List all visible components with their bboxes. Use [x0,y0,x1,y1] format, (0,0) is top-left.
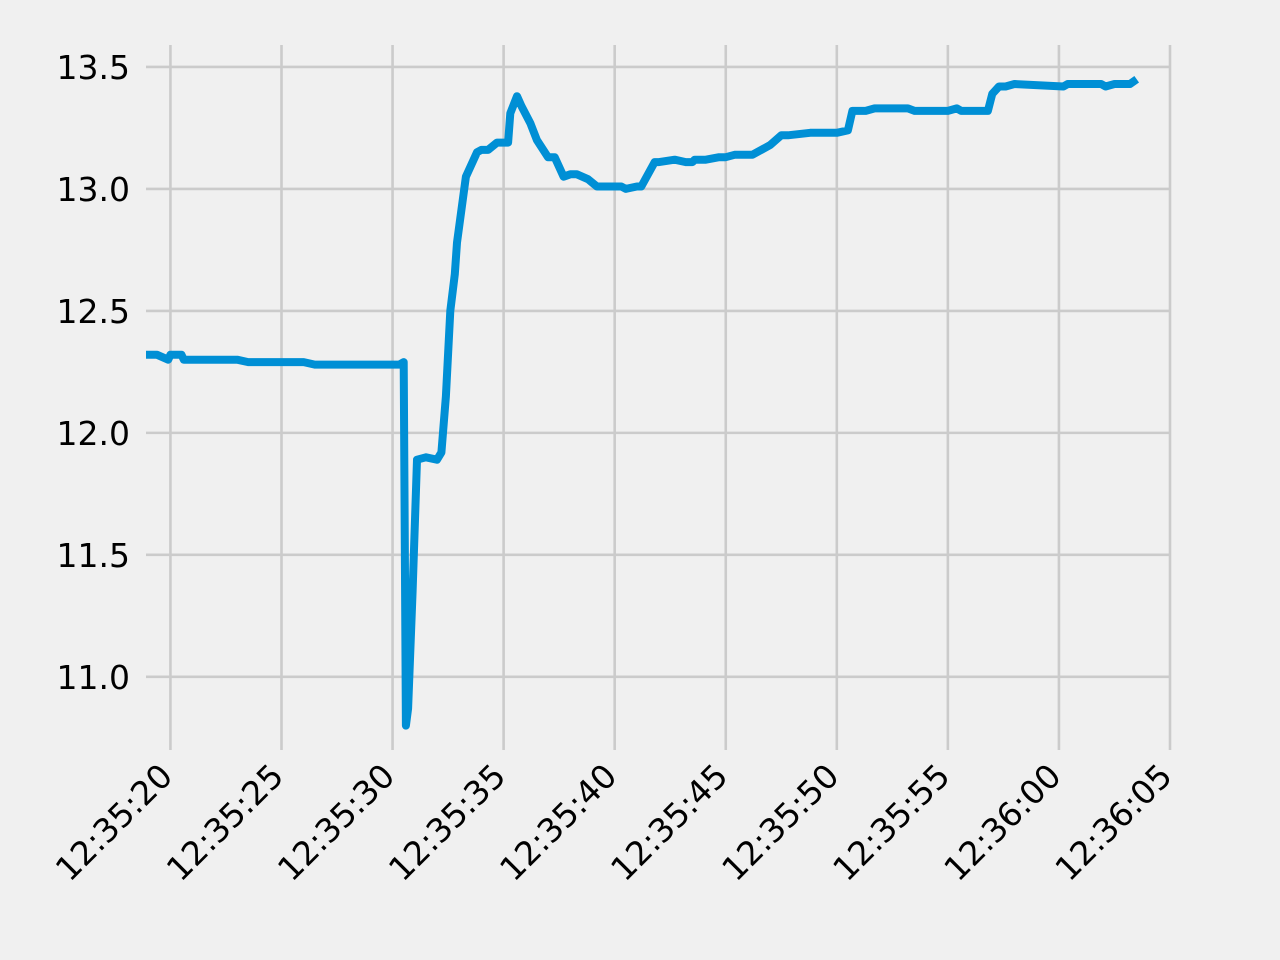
x-tick-label: 12:35:25 [159,756,291,888]
y-tick-label: 13.5 [57,48,130,87]
x-tick-label: 12:36:00 [936,756,1068,888]
x-tick-label: 12:35:35 [381,756,513,888]
x-tick-label: 12:35:30 [270,756,402,888]
x-tick-label: 12:35:40 [492,756,624,888]
y-tick-label: 11.0 [57,658,130,697]
x-tick-labels: 12:35:2012:35:2512:35:3012:35:3512:35:40… [48,756,1180,888]
y-tick-label: 11.5 [57,536,130,575]
x-tick-label: 12:35:20 [48,756,180,888]
series-layer [146,75,1140,730]
x-tick-label: 12:36:05 [1047,756,1179,888]
x-tick-label: 12:35:50 [714,756,846,888]
y-tick-label: 12.0 [57,414,130,453]
x-tick-label: 12:35:45 [603,756,735,888]
x-gridlines [169,45,1172,750]
x-tick-label: 12:35:55 [825,756,957,888]
y-tick-label: 13.0 [57,170,130,209]
y-tick-label: 12.5 [57,292,130,331]
y-gridlines [146,65,1170,679]
series-line [146,75,1140,730]
y-tick-labels: 11.0 11.5 12.0 12.5 13.0 13.5 [57,48,130,697]
